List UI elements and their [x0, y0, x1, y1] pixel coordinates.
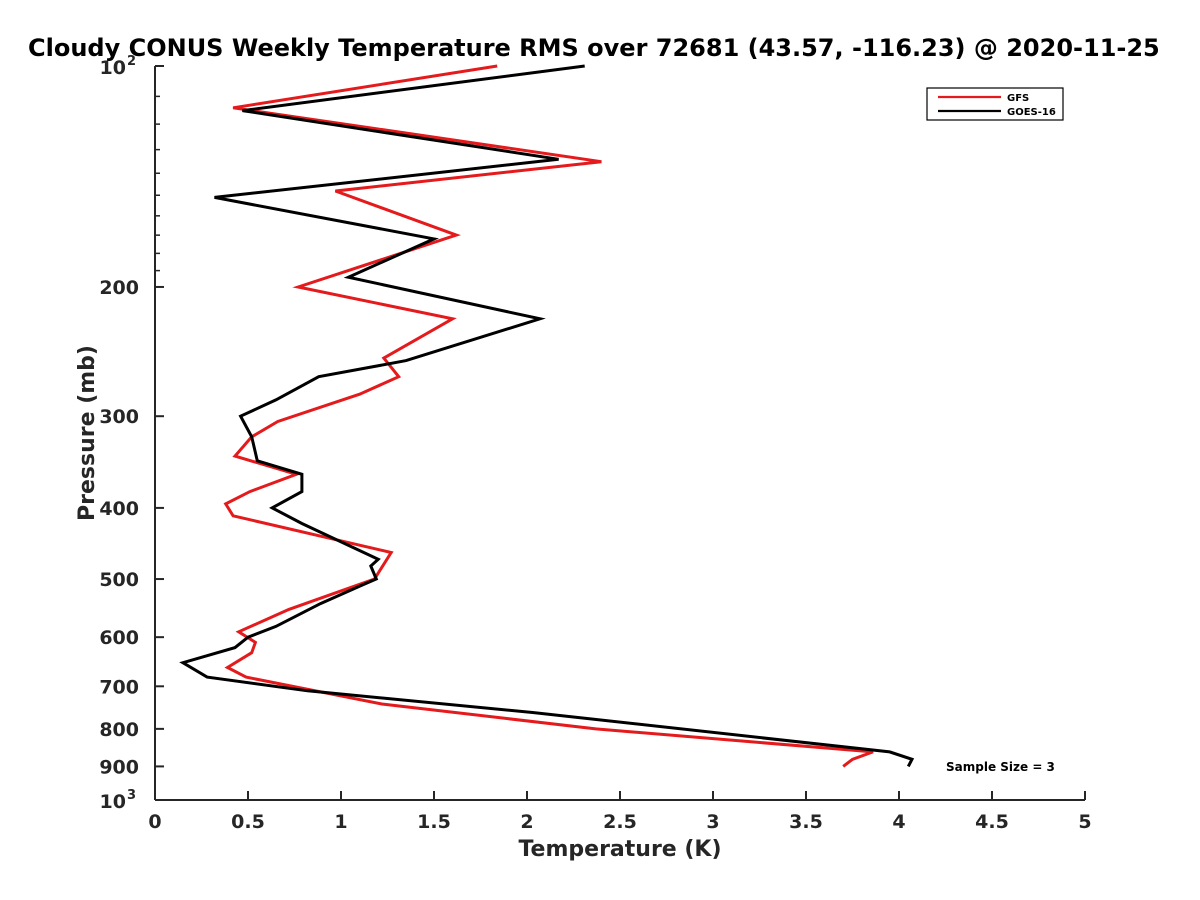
y-tick-label: 300	[99, 406, 139, 428]
chart-title: Cloudy CONUS Weekly Temperature RMS over…	[28, 34, 1160, 62]
x-tick-label: 2.5	[603, 811, 637, 833]
y-tick-label: 900	[99, 756, 139, 778]
legend-label-goes16: GOES-16	[1007, 107, 1056, 118]
y-axis-label: Pressure (mb)	[75, 345, 100, 521]
x-tick-label: 0	[148, 811, 161, 833]
legend-label-gfs: GFS	[1007, 93, 1029, 104]
x-tick-label: 1.5	[417, 811, 451, 833]
series-line-gfs	[223, 64, 874, 768]
y-tick-label: 500	[99, 569, 139, 591]
x-axis-label: Temperature (K)	[518, 837, 721, 862]
x-tick-label: 0.5	[231, 811, 265, 833]
x-tick-label: 4	[892, 811, 905, 833]
y-tick-label: 700	[99, 676, 139, 698]
x-tick-label: 3.5	[789, 811, 823, 833]
legend: GFS GOES-16	[926, 87, 1064, 121]
y-tick-exponent: 3	[127, 788, 136, 803]
x-axis-ticks: 0 0.5 1 1.5 2 2.5 3 3.5 4 4.5 5	[148, 791, 1092, 833]
sample-size-annotation: Sample Size = 3	[946, 760, 1055, 774]
x-tick-label: 4.5	[975, 811, 1009, 833]
legend-box	[926, 87, 1064, 121]
y-tick-label: 600	[99, 627, 139, 649]
x-tick-label: 5	[1078, 811, 1091, 833]
y-tick-label: 400	[99, 498, 139, 520]
y-tick-exponent: 2	[127, 54, 136, 69]
series-line-goes16	[179, 64, 915, 768]
y-tick-label: 10	[100, 57, 126, 79]
plot-lines	[179, 64, 915, 768]
y-tick-label: 200	[99, 277, 139, 299]
y-tick-label: 10	[100, 791, 126, 813]
x-tick-label: 2	[520, 811, 533, 833]
y-tick-label: 800	[99, 719, 139, 741]
x-tick-label: 1	[334, 811, 347, 833]
x-tick-label: 3	[706, 811, 719, 833]
